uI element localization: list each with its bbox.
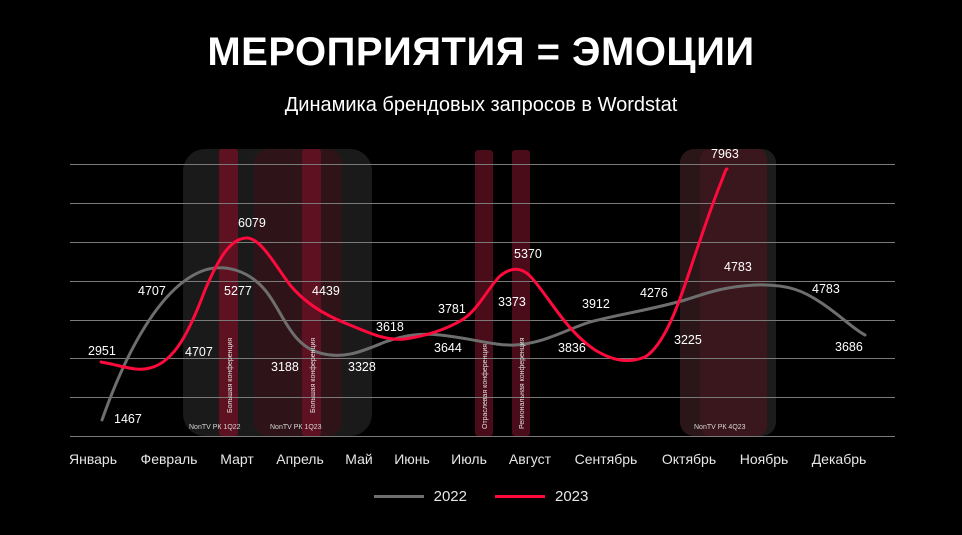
label-2022-oct: 4783 xyxy=(724,260,752,274)
x-tick-dec: Декабрь xyxy=(811,451,867,467)
legend-item-2022: 2022 xyxy=(373,488,467,505)
period-label-1q23: NonTV РК 1Q23 xyxy=(270,424,322,431)
x-tick-feb: Февраль xyxy=(140,451,198,467)
event-strip-april xyxy=(302,149,321,436)
event-strip-august xyxy=(512,150,530,436)
label-2023-apr: 4439 xyxy=(312,284,340,298)
label-2022-aug: 3836 xyxy=(558,341,586,355)
label-2022-apr: 3188 xyxy=(271,360,299,374)
event-strip-march xyxy=(219,149,238,436)
label-2023-jul: 5370 xyxy=(514,247,542,261)
event-label-march: Большая конференция xyxy=(227,338,234,413)
x-tick-oct: Октябрь xyxy=(661,451,717,467)
event-label-july: Отраслевая конференция xyxy=(482,344,489,429)
x-tick-sep: Сентябрь xyxy=(574,451,638,467)
label-2023-jun: 3781 xyxy=(438,302,466,316)
chart-legend: 2022 2023 xyxy=(0,488,962,505)
period-label-1q22: NonTV РК 1Q22 xyxy=(189,424,241,431)
event-label-april: Большая конференция xyxy=(310,338,317,413)
legend-label-2022: 2022 xyxy=(433,488,467,505)
label-2022-dec: 3686 xyxy=(835,340,863,354)
label-2022-mar: 5277 xyxy=(224,284,252,298)
x-tick-jun: Июнь xyxy=(394,451,430,467)
x-tick-aug: Август xyxy=(508,451,552,467)
chart-subtitle: Динамика брендовых запросов в Wordstat xyxy=(284,94,678,116)
x-tick-may: Май xyxy=(345,451,373,467)
label-2022-sep: 4276 xyxy=(640,286,668,300)
period-label-4q23: NonTV РК 4Q23 xyxy=(694,424,746,431)
label-2022-may: 3328 xyxy=(348,360,376,374)
label-2023-aug: 3912 xyxy=(582,297,610,311)
x-tick-apr: Апрель xyxy=(276,451,324,467)
x-tick-jan: Январь xyxy=(69,451,117,467)
label-2023-sep: 3225 xyxy=(674,333,702,347)
label-2022-jul: 3373 xyxy=(498,295,526,309)
label-2022-jan: 1467 xyxy=(114,412,142,426)
label-2022-feb: 4707 xyxy=(138,284,166,298)
label-2023-oct: 7963 xyxy=(711,147,739,161)
label-2023-mar: 6079 xyxy=(238,216,266,230)
legend-label-2023: 2023 xyxy=(555,488,589,505)
label-2022-jun: 3644 xyxy=(434,341,462,355)
label-2023-feb: 4707 xyxy=(185,345,213,359)
page-title: МЕРОПРИЯТИЯ = ЭМОЦИИ xyxy=(207,30,755,74)
legend-item-2023: 2023 xyxy=(495,488,588,505)
label-2023-jan: 2951 xyxy=(88,344,116,358)
nontv-period-4q23-inner xyxy=(700,149,767,436)
event-strip-july xyxy=(475,150,493,436)
x-tick-mar: Март xyxy=(220,451,254,467)
event-label-august: Региональная конференция xyxy=(519,337,526,429)
label-2023-may: 3618 xyxy=(376,320,404,334)
series-2023-line xyxy=(99,167,729,371)
legend-swatch-2022 xyxy=(373,495,424,498)
series-2022-line xyxy=(100,266,867,422)
x-tick-jul: Июль xyxy=(451,451,487,467)
x-tick-nov: Ноябрь xyxy=(739,451,789,467)
label-2022-nov: 4783 xyxy=(812,282,840,296)
legend-swatch-2023 xyxy=(495,495,545,498)
